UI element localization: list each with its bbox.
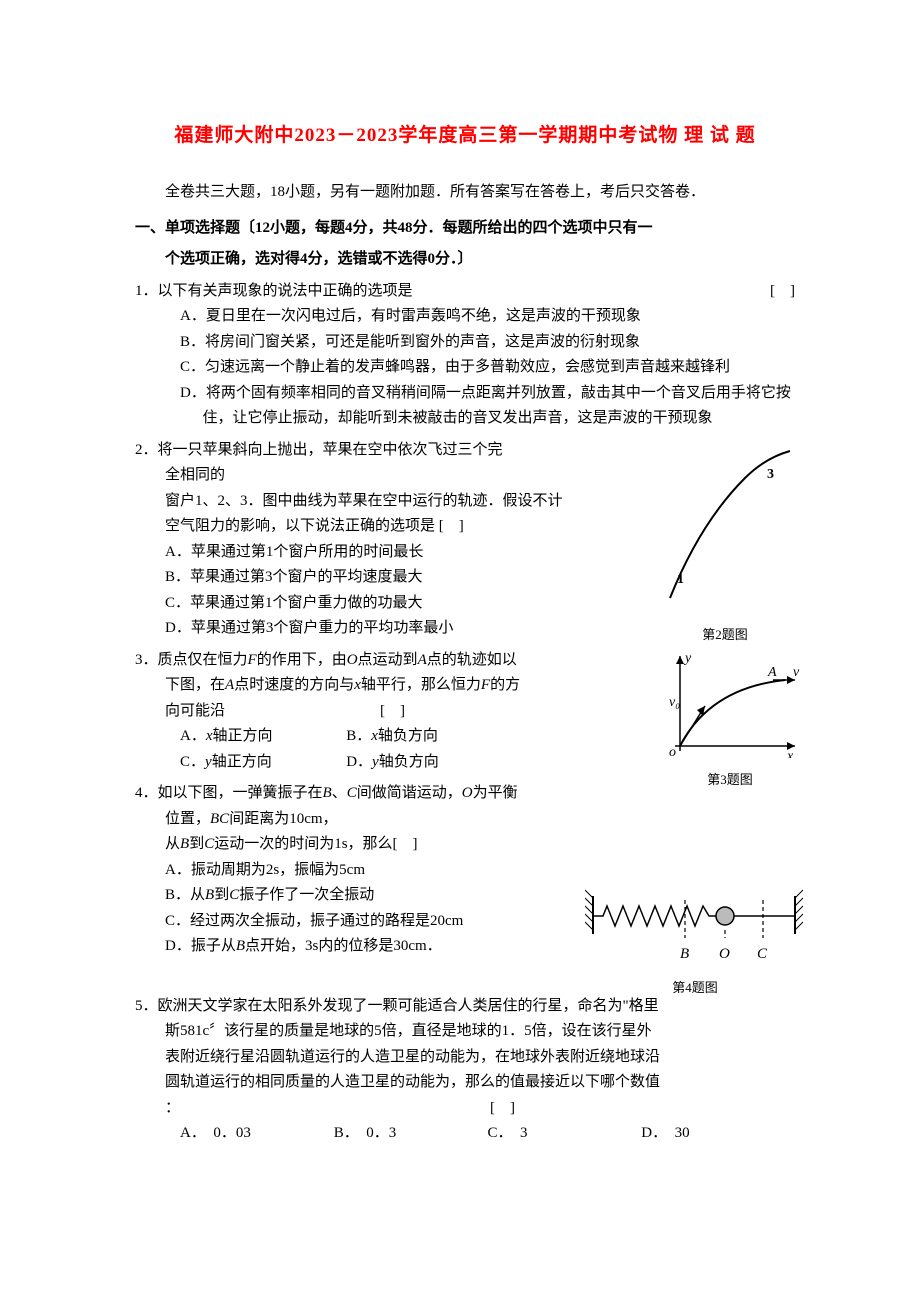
q5-option-d: D． 30: [641, 1121, 795, 1147]
q1-option-b: B．将房间门窗关紧，可还是能听到窗外的声音，这是声波的衍射现象: [158, 330, 796, 356]
q5-stem-2: 斯581c〞该行星的质量是地球的5倍，直径是地球的1．5倍，设在该行星外: [135, 1019, 795, 1045]
q1-stem-text: 1．以下有关声现象的说法中正确的选项是: [135, 283, 413, 299]
q1-option-d: D．将两个固有频率相同的音叉稍稍间隔一点距离并列放置，敲击其中一个音叉后用手将它…: [158, 381, 796, 432]
q3-figure: y x o A v v₀ 第3题图: [655, 648, 805, 792]
q3-option-a: A．x轴正方向: [135, 724, 346, 750]
q5-stem-5: ： [ ]: [135, 1096, 795, 1122]
q2-label-3: 3: [767, 467, 774, 482]
q4-label-B: B: [680, 946, 689, 962]
q1-bracket: [ ]: [770, 279, 795, 305]
q2-option-a: A．苹果通过第1个窗户所用的时间最长: [135, 540, 565, 566]
q3-option-d: D．y轴负方向: [346, 750, 575, 776]
trajectory-icon: 1 3: [645, 443, 805, 613]
q4-option-a: A．振动周期为2s，振幅为5cm: [135, 858, 795, 884]
q1-option-c: C．匀速远离一个静止着的发声蜂鸣器，由于多普勒效应，会感觉到声音越来越锋利: [158, 355, 796, 381]
q5-options: A． 0．03 B． 0．3 C． 3 D． 30: [135, 1121, 795, 1147]
question-2: 1 3 第2题图 2．将一只苹果斜向上抛出，苹果在空中依次飞过三个完 全相同的 …: [135, 438, 795, 642]
q2-stem-3: 窗户1、2、3．图中曲线为苹果在空中运行的轨迹．假设不计: [135, 489, 565, 515]
q5-bracket: [ ]: [490, 1096, 795, 1122]
q3-label-A: A: [767, 665, 777, 680]
q2-option-d: D．苹果通过第3个窗户重力的平均功率最小: [135, 616, 565, 642]
q5-stem-4: 圆轨道运行的相同质量的人造卫星的动能为，那么的值最接近以下哪个数值: [135, 1070, 795, 1096]
q1-option-a: A．夏日里在一次闪电过后，有时雷声轰鸣不绝，这是声波的干预现象: [158, 304, 796, 330]
page-title: 福建师大附中2023－2023学年度高三第一学期期中考试物 理 试 题: [135, 120, 795, 152]
q3-option-b: B．x轴负方向: [346, 724, 575, 750]
q1-stem: 1．以下有关声现象的说法中正确的选项是 [ ]: [135, 279, 795, 305]
q5-option-c: C． 3: [488, 1121, 642, 1147]
q3-label-v: v: [793, 665, 800, 680]
q3-option-c: C．y轴正方向: [135, 750, 346, 776]
q2-option-c: C．苹果通过第1个窗户重力做的功最大: [135, 591, 565, 617]
section-1-header-line1: 一、单项选择题〔12小题，每题4分，共48分．每题所给出的四个选项中只有一: [135, 216, 795, 242]
q4-label-O: O: [719, 946, 730, 962]
q2-figure: 1 3 第2题图: [645, 443, 805, 647]
q2-stem-2: 全相同的: [135, 463, 565, 489]
question-5: 5．欧洲天文学家在太阳系外发现了一颗可能适合人类居住的行星，命名为"格里 斯58…: [135, 994, 795, 1147]
q5-stem-3: 表附近绕行星沿圆轨道运行的人造卫星的动能为，在地球外表附近绕地球沿: [135, 1045, 795, 1071]
q3-stem-3: 向可能沿 [ ]: [135, 699, 575, 725]
q3-stem-2: 下图，在A点时速度的方向与x轴平行，那么恒力F的方: [135, 673, 575, 699]
q4-option-d: D．振子从B点开始，3s内的位移是30cm．: [135, 934, 555, 960]
q2-stem-1: 2．将一只苹果斜向上抛出，苹果在空中依次飞过三个完: [135, 438, 565, 464]
q3-stem-1: 3．质点仅在恒力F的作用下，由O点运动到A点的轨迹如以: [135, 648, 575, 674]
q3-options-cd: C．y轴正方向 D．y轴负方向: [135, 750, 575, 776]
q2-label-1: 1: [677, 572, 684, 587]
q4-stem-3: 从B到C运动一次的时间为1s，那么[ ]: [135, 832, 795, 858]
axis-curve-icon: y x o A v v₀: [655, 648, 805, 758]
question-3: y x o A v v₀ 第3题图 3．质点仅在恒力F的作用下，由O点运动到A点…: [135, 648, 795, 776]
q4-option-c: C．经过两次全振动，振子通过的路程是20cm: [135, 909, 555, 935]
q4-label-C: C: [757, 946, 768, 962]
question-4: B O C 第4题图 4．如以下图，一弹簧振子在B、C间做简谐运动，O为平衡 位…: [135, 781, 795, 960]
q5-stem-1: 5．欧洲天文学家在太阳系外发现了一颗可能适合人类居住的行星，命名为"格里: [135, 994, 795, 1020]
question-1: 1．以下有关声现象的说法中正确的选项是 [ ] A．夏日里在一次闪电过后，有时雷…: [135, 279, 795, 432]
q3-options-ab: A．x轴正方向 B．x轴负方向: [135, 724, 575, 750]
q5-option-b: B． 0．3: [334, 1121, 488, 1147]
q3-label-x: x: [786, 749, 794, 758]
q2-option-b: B．苹果通过第3个窗户的平均速度最大: [135, 565, 565, 591]
q3-bracket: [ ]: [380, 699, 575, 725]
q3-label-o: o: [669, 745, 676, 758]
section-1-header-line2: 个选项正确，选对得4分，选错或不选得0分．〕: [135, 247, 795, 273]
q3-label-v0: v₀: [669, 695, 680, 710]
q3-label-y: y: [683, 651, 692, 666]
intro-text: 全卷共三大题，18小题，另有一题附加题．所有答案写在答卷上，考后只交答卷．: [135, 180, 795, 206]
q2-stem-4: 空气阻力的影响，以下说法正确的选项是 [ ]: [135, 514, 565, 540]
q4-stem-2: 位置，BC间距离为10cm，: [135, 807, 795, 833]
q2-caption: 第2题图: [645, 624, 805, 646]
spring-oscillator-icon: B O C: [585, 886, 805, 971]
q4-stem-1: 4．如以下图，一弹簧振子在B、C间做简谐运动，O为平衡: [135, 781, 795, 807]
q5-option-a: A． 0．03: [180, 1121, 334, 1147]
q4-figure: B O C 第4题图: [585, 886, 805, 999]
